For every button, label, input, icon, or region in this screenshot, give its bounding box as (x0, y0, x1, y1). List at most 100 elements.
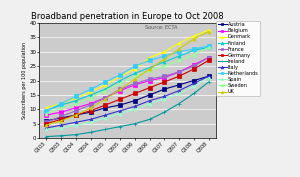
Sweden (148, 69, 152, 72)
Italy (177, 90, 181, 92)
France (74, 110, 78, 112)
Austria (177, 84, 181, 86)
Netherlands (148, 59, 152, 61)
Belgium (118, 90, 122, 92)
Ireland (74, 133, 78, 136)
Ireland (163, 111, 166, 113)
Austria (118, 104, 122, 106)
Ireland (177, 102, 181, 105)
Austria (148, 94, 152, 96)
Sweden (74, 102, 78, 105)
Spain (59, 127, 63, 129)
Finland (133, 72, 137, 74)
Ireland (103, 128, 107, 130)
Belgium (207, 56, 210, 59)
France (177, 71, 181, 73)
Italy (163, 95, 166, 97)
Italy (207, 75, 210, 77)
Austria (192, 79, 196, 82)
Denmark (45, 107, 48, 109)
Denmark (163, 51, 166, 53)
Italy (45, 127, 48, 129)
Ireland (133, 123, 137, 125)
Netherlands (192, 48, 196, 50)
Spain (207, 77, 210, 79)
Belgium (59, 111, 63, 113)
Italy (89, 118, 92, 120)
Germany (177, 75, 181, 77)
Spain (118, 113, 122, 115)
Finland (45, 110, 48, 112)
UK (45, 124, 48, 126)
Sweden (103, 90, 107, 92)
Line: Spain: Spain (45, 76, 210, 131)
Denmark (148, 56, 152, 59)
Line: Finland: Finland (45, 46, 210, 112)
Denmark (74, 97, 78, 99)
UK (89, 107, 92, 109)
Finland (207, 46, 210, 48)
Belgium (74, 107, 78, 109)
Netherlands (89, 88, 92, 90)
Line: Ireland: Ireland (45, 80, 210, 138)
Ireland (45, 136, 48, 138)
Y-axis label: Subscribers per 100 population: Subscribers per 100 population (22, 42, 27, 119)
France (192, 65, 196, 67)
Denmark (177, 42, 181, 44)
Ireland (148, 118, 152, 120)
UK (148, 68, 152, 70)
Belgium (163, 77, 166, 79)
Italy (118, 110, 122, 112)
Spain (133, 108, 137, 110)
Austria (163, 88, 166, 90)
Germany (133, 92, 137, 95)
Netherlands (133, 65, 137, 67)
Austria (89, 111, 92, 113)
France (89, 104, 92, 106)
Ireland (207, 81, 210, 83)
UK (177, 48, 181, 50)
Germany (45, 123, 48, 125)
Denmark (59, 102, 63, 105)
Line: UK: UK (45, 30, 210, 127)
Austria (59, 117, 63, 119)
Line: France: France (45, 56, 210, 124)
France (163, 75, 166, 77)
Belgium (103, 97, 107, 99)
Line: Germany: Germany (45, 59, 210, 125)
Sweden (163, 65, 166, 67)
Title: Broadband penetration in Europe to Oct 2008: Broadband penetration in Europe to Oct 2… (31, 12, 224, 21)
UK (192, 38, 196, 40)
Germany (192, 68, 196, 70)
Netherlands (163, 55, 166, 57)
Legend: Austria, Belgium, Denmark, Finland, France, Germany, Ireland, Italy, Netherlands: Austria, Belgium, Denmark, Finland, Fran… (216, 21, 260, 96)
Netherlands (207, 45, 210, 47)
Netherlands (103, 81, 107, 83)
Spain (45, 128, 48, 130)
Ireland (118, 125, 122, 128)
Italy (59, 124, 63, 126)
Belgium (192, 64, 196, 66)
France (45, 121, 48, 123)
Line: Belgium: Belgium (45, 56, 210, 117)
UK (207, 31, 210, 33)
Germany (89, 110, 92, 112)
Finland (192, 49, 196, 51)
Ireland (192, 92, 196, 95)
Austria (45, 120, 48, 122)
UK (74, 114, 78, 116)
Belgium (133, 84, 137, 86)
Austria (207, 75, 210, 77)
Finland (177, 55, 181, 57)
Belgium (45, 114, 48, 116)
Netherlands (74, 95, 78, 97)
Germany (59, 118, 63, 120)
UK (163, 58, 166, 60)
Denmark (133, 68, 137, 70)
Italy (148, 100, 152, 102)
Spain (103, 117, 107, 119)
Sweden (207, 46, 210, 48)
Finland (89, 94, 92, 96)
Sweden (133, 75, 137, 77)
Netherlands (59, 102, 63, 105)
